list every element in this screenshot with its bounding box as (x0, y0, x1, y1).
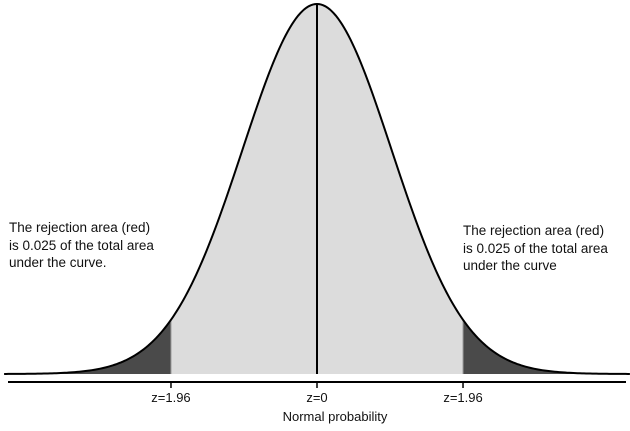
left-rejection-annotation: The rejection area (red) is 0.025 of the… (9, 220, 154, 270)
x-tick-label: z=1.96 (151, 390, 190, 405)
x-tick-label: z=1.96 (443, 390, 482, 405)
x-ticks: z=1.96 z=0 z=1.96 (151, 382, 483, 405)
normal-curve (4, 2, 630, 375)
x-axis-title: Normal probability (283, 409, 388, 424)
right-rejection-annotation: The rejection area (red) is 0.025 of the… (463, 223, 608, 273)
right-rejection-region (463, 319, 630, 374)
x-tick-label: z=0 (306, 390, 327, 405)
left-rejection-region (4, 319, 171, 374)
